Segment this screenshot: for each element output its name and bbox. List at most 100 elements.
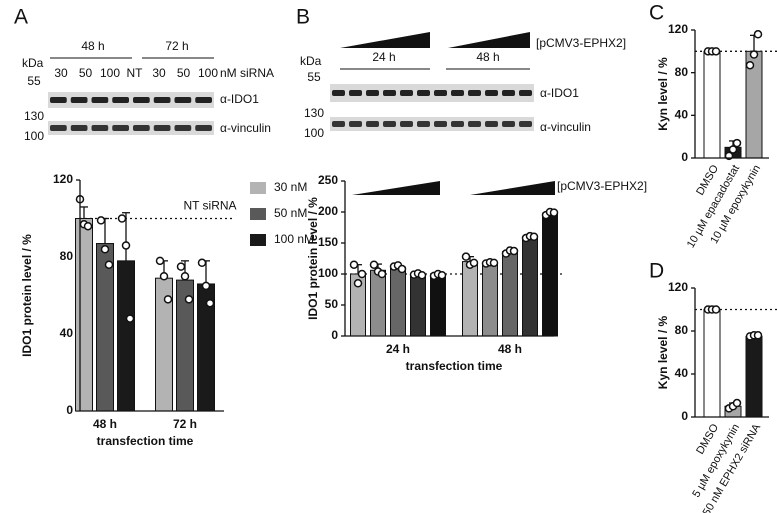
data-point [728, 145, 738, 154]
blot-time: 72 h [165, 39, 188, 53]
blot-strip [330, 84, 534, 102]
blot-band [195, 97, 212, 103]
bar [522, 236, 538, 337]
blot-antibody: α-IDO1 [220, 92, 259, 106]
bar [462, 261, 478, 337]
construct-label: [pCMV3-EPHX2] [557, 179, 647, 193]
blot-band [91, 97, 109, 103]
data-point [711, 305, 721, 314]
data-point [397, 264, 407, 274]
dose-triangle [448, 32, 530, 48]
blot-marker: 100 [304, 126, 324, 140]
data-point [117, 214, 127, 223]
data-point [349, 260, 359, 269]
data-point [753, 331, 763, 340]
bar [482, 262, 498, 337]
blot-band [451, 121, 464, 127]
blot-band [485, 90, 498, 96]
blot-band [91, 125, 109, 131]
blot-marker: 55 [27, 74, 41, 88]
data-point [549, 208, 559, 217]
bar [430, 274, 446, 337]
bar [703, 309, 721, 418]
blot-band [133, 125, 150, 131]
bar [117, 260, 135, 412]
blot-band [519, 90, 532, 96]
blot-band [502, 90, 515, 96]
data-point [749, 50, 759, 59]
legend-swatch [250, 208, 266, 220]
y-axis-label: Kyn level / % [656, 315, 670, 389]
panel-label: C [649, 2, 664, 25]
data-point [100, 245, 110, 254]
data-point [732, 138, 742, 148]
blot-band [349, 90, 362, 96]
legend-label: 30 nM [274, 180, 307, 194]
blot-band [133, 97, 150, 103]
bar [370, 269, 386, 337]
reference-label: NT siRNA [183, 199, 236, 213]
dose-triangle [470, 181, 555, 195]
blot-band [519, 121, 532, 127]
data-point [417, 270, 427, 280]
panel-label: B [296, 6, 310, 29]
blot-band [468, 121, 481, 127]
y-tick-label: 120 [668, 280, 688, 294]
blot-marker: 130 [24, 109, 44, 123]
lane-label: 30 [152, 66, 166, 80]
data-point [489, 258, 499, 268]
x-tick-label: 24 h [386, 342, 410, 356]
legend-swatch [250, 234, 266, 246]
blot-unit: kDa [22, 56, 44, 70]
data-point [437, 270, 447, 280]
y-tick-label: 200 [318, 204, 338, 218]
legend-label: 100 nM [274, 232, 314, 246]
blot-band [502, 121, 515, 127]
bar [410, 274, 426, 337]
y-tick-label: 80 [675, 65, 689, 79]
dose-triangle [340, 32, 430, 48]
data-point [732, 398, 742, 408]
lane-label: 30 [54, 66, 68, 80]
y-tick-label: 40 [60, 326, 74, 340]
blot-band [174, 97, 192, 103]
blot-strip [330, 117, 534, 131]
data-point [353, 279, 363, 288]
y-axis-label: IDO1 protein level / % [20, 234, 34, 357]
data-point [180, 272, 190, 281]
data-point [711, 47, 721, 56]
y-tick-label: 250 [318, 173, 338, 187]
data-point [176, 262, 186, 271]
data-point [83, 221, 93, 231]
lane-label: 50 [79, 66, 93, 80]
blot-marker: 55 [307, 70, 321, 84]
blot-antibody: α-vinculin [540, 120, 591, 134]
blot-band [400, 90, 413, 96]
data-point [377, 269, 387, 279]
data-point [205, 298, 215, 308]
y-tick-label: 50 [325, 297, 339, 311]
blot-unit: kDa [300, 54, 322, 68]
data-point [369, 260, 379, 269]
construct-label: [pCMV3-EPHX2] [536, 36, 626, 50]
y-tick-label: 150 [318, 235, 338, 249]
blot-band [153, 97, 171, 103]
data-point [197, 258, 207, 268]
y-tick-label: 80 [60, 249, 74, 263]
data-point [357, 269, 367, 279]
data-point [529, 232, 539, 242]
blot-antibody: α-vinculin [220, 121, 271, 135]
bar [75, 218, 93, 412]
data-point [125, 314, 135, 323]
blot-band [112, 125, 129, 131]
blot-lane-unit: nM siRNA [220, 66, 274, 80]
blot-band [383, 90, 396, 96]
blot-band [349, 121, 362, 127]
blot-band [366, 90, 379, 96]
legend-label: 50 nM [274, 206, 307, 220]
data-point [96, 216, 106, 225]
blot-band [417, 90, 430, 96]
y-tick-label: 0 [681, 150, 688, 164]
panel-label: A [14, 6, 28, 29]
